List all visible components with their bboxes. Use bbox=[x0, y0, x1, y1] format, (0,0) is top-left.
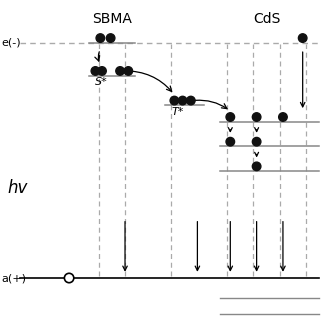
Circle shape bbox=[187, 96, 195, 105]
Circle shape bbox=[252, 113, 261, 121]
Circle shape bbox=[98, 67, 106, 75]
Circle shape bbox=[279, 113, 287, 121]
Circle shape bbox=[298, 34, 307, 42]
Circle shape bbox=[226, 138, 235, 146]
Text: T*: T* bbox=[171, 107, 184, 117]
Circle shape bbox=[226, 113, 235, 121]
Circle shape bbox=[106, 34, 115, 42]
Circle shape bbox=[91, 67, 100, 75]
Text: hv: hv bbox=[7, 179, 28, 196]
Text: SBMA: SBMA bbox=[92, 12, 132, 26]
Circle shape bbox=[116, 67, 124, 75]
Text: S*: S* bbox=[95, 77, 108, 87]
Circle shape bbox=[124, 67, 133, 75]
Text: CdS: CdS bbox=[253, 12, 280, 26]
Circle shape bbox=[64, 273, 74, 283]
Circle shape bbox=[252, 138, 261, 146]
Circle shape bbox=[178, 96, 187, 105]
Text: a(+): a(+) bbox=[2, 273, 27, 283]
Circle shape bbox=[252, 162, 261, 171]
Circle shape bbox=[96, 34, 105, 42]
Circle shape bbox=[170, 96, 179, 105]
Text: e(-): e(-) bbox=[2, 38, 21, 48]
